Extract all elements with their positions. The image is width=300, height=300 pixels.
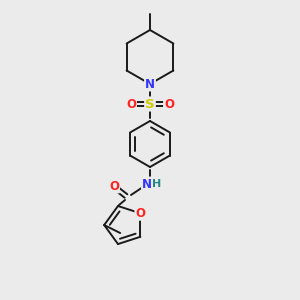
- Text: O: O: [164, 98, 174, 110]
- Text: O: O: [135, 207, 146, 220]
- Text: S: S: [145, 98, 155, 110]
- Text: N: N: [145, 77, 155, 91]
- Text: N: N: [142, 178, 152, 190]
- Text: O: O: [126, 98, 136, 110]
- Text: H: H: [152, 179, 162, 189]
- Text: O: O: [109, 179, 119, 193]
